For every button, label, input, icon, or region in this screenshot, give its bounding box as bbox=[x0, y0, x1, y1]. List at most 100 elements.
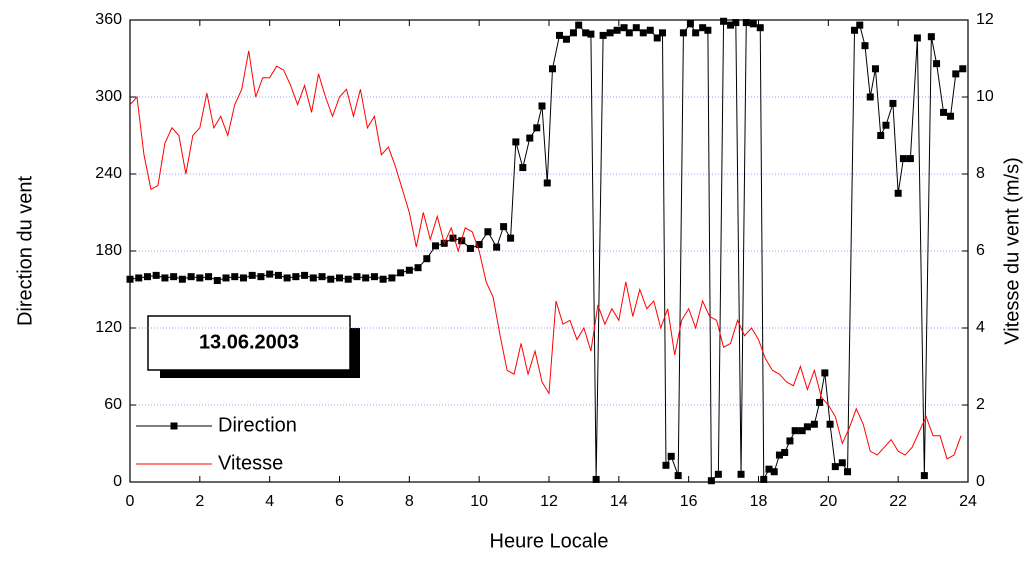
y2-tick-label: 2 bbox=[976, 396, 985, 413]
marker bbox=[662, 461, 670, 469]
marker bbox=[679, 29, 687, 37]
x-tick-label: 22 bbox=[889, 493, 907, 510]
marker bbox=[686, 20, 694, 28]
marker bbox=[646, 26, 654, 34]
marker bbox=[920, 472, 928, 480]
plot-frame bbox=[129, 19, 969, 483]
marker bbox=[826, 420, 834, 428]
marker bbox=[257, 273, 265, 281]
marker bbox=[231, 273, 239, 281]
series-line bbox=[129, 50, 962, 460]
x-tick-label: 0 bbox=[126, 493, 135, 510]
marker bbox=[714, 470, 722, 478]
marker bbox=[205, 273, 213, 281]
marker bbox=[877, 132, 885, 139]
marker bbox=[266, 270, 274, 278]
marker bbox=[327, 275, 335, 283]
y2-tick-label: 0 bbox=[976, 473, 985, 490]
y2-tick-label: 8 bbox=[976, 165, 985, 182]
marker bbox=[620, 24, 628, 32]
marker bbox=[423, 255, 431, 263]
marker bbox=[889, 99, 897, 107]
marker bbox=[749, 20, 757, 28]
x-tick-label: 12 bbox=[540, 493, 558, 510]
marker bbox=[336, 274, 343, 282]
legend-label: Vitesse bbox=[218, 452, 283, 474]
marker bbox=[475, 241, 483, 249]
marker bbox=[543, 179, 551, 187]
marker bbox=[274, 271, 282, 279]
marker bbox=[613, 26, 621, 34]
marker bbox=[222, 274, 230, 282]
marker bbox=[569, 29, 577, 37]
x-tick-label: 4 bbox=[265, 493, 274, 510]
x-tick-label: 6 bbox=[335, 493, 344, 510]
marker bbox=[548, 65, 556, 73]
marker bbox=[239, 274, 247, 282]
marker bbox=[927, 33, 935, 41]
x-axis-title: Heure Locale bbox=[490, 530, 609, 552]
marker bbox=[512, 138, 520, 146]
marker bbox=[720, 17, 728, 25]
y-tick-label: 300 bbox=[95, 88, 122, 105]
marker bbox=[952, 70, 960, 78]
x-tick-label: 16 bbox=[680, 493, 698, 510]
marker bbox=[196, 274, 204, 282]
x-tick-label: 8 bbox=[405, 493, 414, 510]
marker bbox=[732, 19, 740, 27]
marker bbox=[170, 273, 178, 281]
marker bbox=[344, 275, 352, 283]
marker bbox=[810, 420, 818, 428]
marker bbox=[959, 65, 967, 73]
marker bbox=[152, 271, 160, 279]
marker bbox=[760, 475, 768, 483]
marker bbox=[493, 243, 501, 251]
marker bbox=[388, 274, 396, 282]
marker bbox=[803, 423, 811, 431]
annotation-box bbox=[147, 315, 351, 371]
marker bbox=[798, 427, 806, 435]
y2-tick-label: 12 bbox=[976, 11, 994, 28]
marker bbox=[653, 34, 661, 42]
marker bbox=[526, 134, 534, 142]
marker bbox=[786, 437, 794, 445]
y-tick-label: 360 bbox=[95, 11, 122, 28]
marker bbox=[756, 24, 764, 32]
marker bbox=[831, 463, 839, 471]
marker bbox=[844, 468, 852, 476]
marker bbox=[587, 30, 595, 38]
y2-tick-label: 4 bbox=[976, 319, 985, 336]
marker bbox=[632, 24, 640, 32]
marker bbox=[933, 60, 941, 68]
x-tick-label: 2 bbox=[195, 493, 204, 510]
marker bbox=[126, 275, 134, 283]
marker bbox=[562, 35, 570, 43]
marker bbox=[161, 274, 169, 282]
marker bbox=[362, 274, 370, 282]
marker bbox=[639, 29, 647, 37]
marker bbox=[861, 42, 869, 50]
marker bbox=[582, 29, 590, 37]
marker bbox=[781, 448, 789, 456]
marker bbox=[599, 31, 607, 39]
marker bbox=[414, 264, 422, 272]
y-tick-label: 180 bbox=[95, 242, 122, 259]
marker bbox=[692, 29, 700, 37]
marker bbox=[882, 121, 890, 129]
marker bbox=[667, 452, 675, 460]
marker bbox=[791, 427, 799, 435]
marker bbox=[658, 29, 666, 37]
marker bbox=[765, 465, 773, 473]
marker bbox=[143, 273, 151, 281]
marker bbox=[899, 155, 907, 163]
marker bbox=[318, 273, 326, 281]
marker bbox=[906, 155, 914, 163]
marker bbox=[940, 108, 948, 116]
marker bbox=[283, 274, 291, 282]
x-tick-label: 20 bbox=[819, 493, 837, 510]
marker bbox=[500, 223, 508, 231]
marker bbox=[856, 21, 864, 29]
marker bbox=[838, 459, 846, 467]
